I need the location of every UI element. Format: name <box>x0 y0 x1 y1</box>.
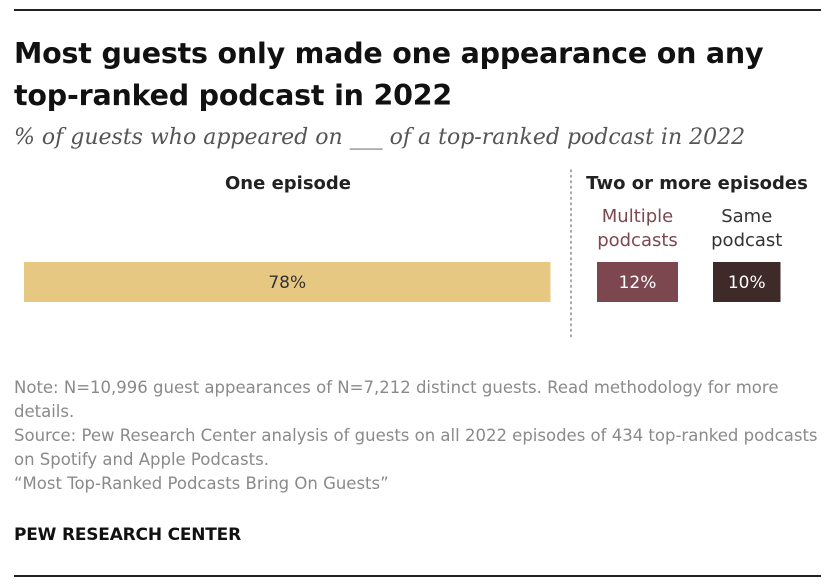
bar-marks: 78% 12% Multiple podcasts 10% Same podcast <box>24 206 782 302</box>
source-text: Source: Pew Research Center analysis of … <box>14 426 818 469</box>
group-title-two-or-more-episodes: Two or more episodes <box>586 173 808 194</box>
chart-subtitle: % of guests who appeared on ___ of a top… <box>14 125 746 150</box>
bar-multiple-podcasts <box>597 262 678 302</box>
note-text: Note: N=10,996 guest appearances of N=7,… <box>14 378 779 421</box>
bar-same-podcast <box>713 262 781 302</box>
bottom-rule <box>14 575 821 577</box>
category-label-multiple-podcasts-line-2: podcasts <box>597 230 678 251</box>
category-label-multiple-podcasts-line-1: Multiple <box>602 206 674 227</box>
data-label-same-podcast: 10% <box>728 273 766 293</box>
data-label-multiple-podcasts: 12% <box>619 273 657 293</box>
data-label-one-episode: 78% <box>268 273 306 293</box>
top-rule <box>14 9 821 11</box>
report-title: “Most Top-Ranked Podcasts Bring On Guest… <box>14 474 389 493</box>
bar-one-episode <box>24 262 551 302</box>
chart-title: Most guests only made one appearance on … <box>14 37 764 112</box>
category-label-same-podcast-line-2: podcast <box>711 230 782 251</box>
group-title-one-episode: One episode <box>225 173 351 194</box>
chart-notes: Note: N=10,996 guest appearances of N=7,… <box>14 376 824 496</box>
brand-logo-text: PEW RESEARCH CENTER <box>14 525 241 545</box>
category-label-same-podcast-line-1: Same <box>721 206 772 227</box>
